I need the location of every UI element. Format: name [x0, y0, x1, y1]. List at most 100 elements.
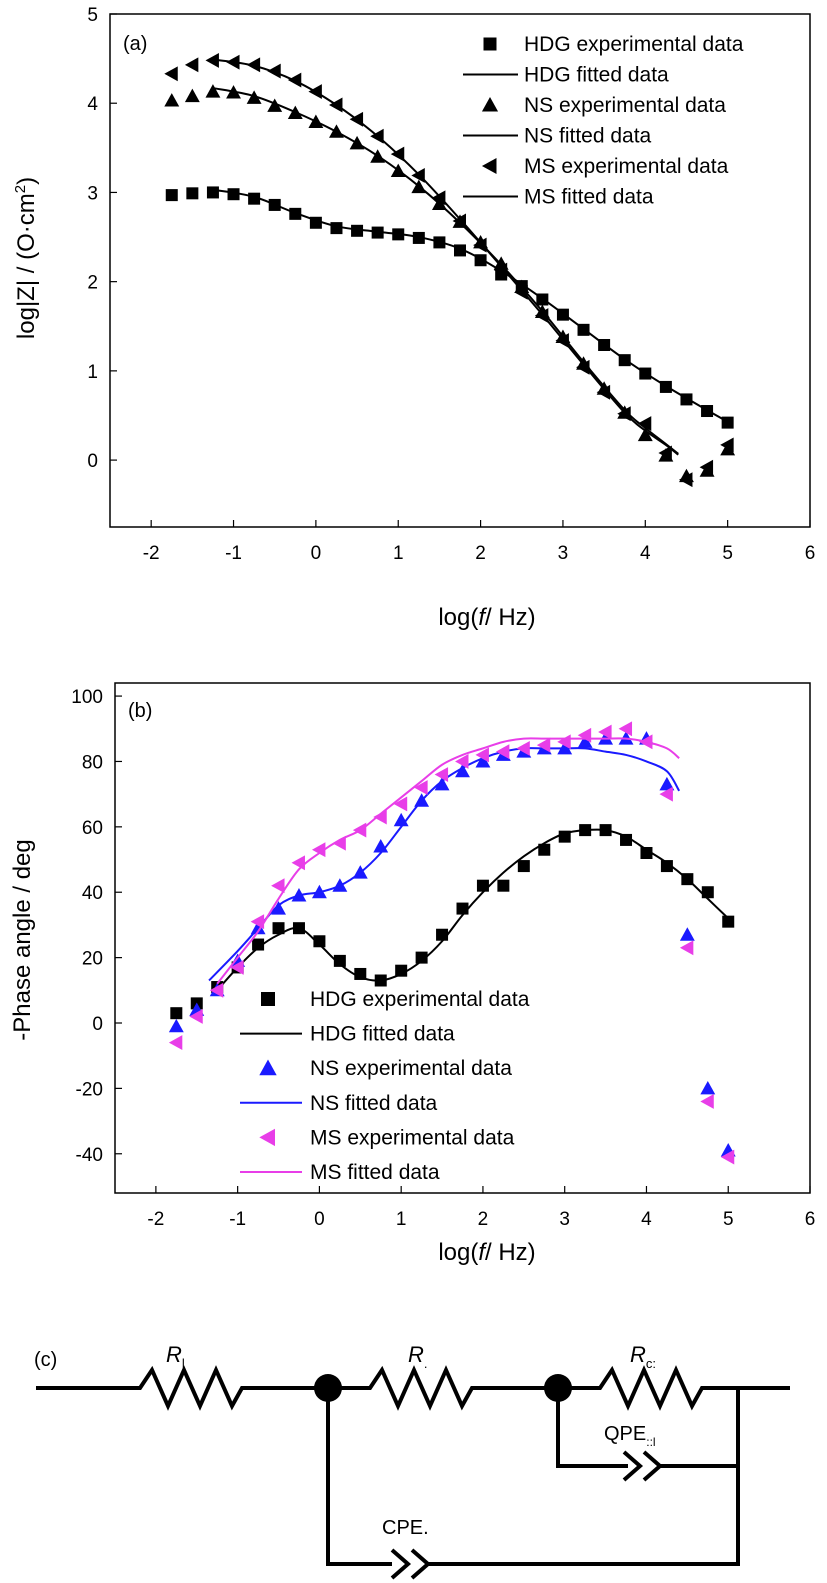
x-tick-label: 5 [722, 543, 733, 564]
series-ms-fitted-data [212, 58, 679, 456]
y-tick-label: 80 [82, 752, 103, 773]
data-point [373, 809, 387, 825]
series-line [212, 58, 679, 456]
data-point [434, 767, 449, 782]
panel-label-a: (a) [123, 33, 147, 55]
legend: HDG experimental data HDG fitted data NS e… [463, 33, 744, 209]
data-point [250, 914, 265, 930]
data-point [659, 776, 675, 791]
data-point [596, 384, 611, 400]
plot-frame [109, 13, 811, 528]
x-tick-label: -2 [147, 1209, 164, 1230]
outer-branch-wire [326, 1388, 740, 1566]
y-tick-label: 0 [87, 451, 98, 472]
series-hdg-fitted-data [212, 188, 729, 423]
series-hdg-experimental-data [165, 186, 734, 429]
data-point [395, 964, 408, 977]
legend-entry: MS fitted data [463, 186, 654, 209]
data-point [660, 860, 673, 873]
data-point [455, 754, 469, 769]
series-line [216, 737, 680, 985]
series-ns-fitted-data [208, 747, 681, 982]
data-point [701, 886, 714, 899]
plot-frame [114, 682, 811, 1194]
main-wire [36, 1365, 790, 1411]
x-tick-label: 0 [311, 543, 322, 564]
series-line [216, 828, 729, 991]
plot-data [168, 721, 736, 1165]
data-point [538, 843, 551, 856]
data-point [699, 459, 714, 475]
x-tick-label: 1 [396, 1209, 407, 1230]
data-point [168, 1018, 184, 1033]
y-axis-label: -Phase angle / deg [9, 839, 36, 1040]
x-axis-label: log(f/ Hz) [438, 1239, 535, 1266]
legend-entry: NS experimental data [259, 1057, 512, 1080]
data-point [495, 744, 510, 760]
data-point [313, 935, 326, 948]
x-tick-label: 5 [723, 1209, 734, 1230]
y-tick-label: 100 [71, 687, 103, 708]
x-tick-label: -2 [143, 543, 160, 564]
legend-label: MS experimental data [524, 155, 729, 178]
legend-label: HDG experimental data [524, 33, 744, 56]
data-point [617, 406, 631, 422]
data-point [474, 254, 487, 267]
qpe-element [622, 1450, 664, 1482]
x-tick-label: 6 [805, 543, 816, 564]
legend-label: MS fitted data [310, 1161, 440, 1184]
legend-marker [261, 992, 275, 1006]
legend-marker [483, 37, 497, 51]
data-point [165, 189, 178, 202]
legend-label: NS fitted data [524, 125, 652, 148]
data-point [618, 721, 633, 737]
resistor-label-3: Rc: [630, 1342, 656, 1371]
axis-ticks: -2 -1 0 1 2 3 4 5 6 -40 -20 0 20 40 60 80 100 [71, 687, 815, 1230]
y-tick-label: 20 [82, 949, 103, 970]
y-tick-label: 0 [92, 1014, 103, 1035]
data-point [720, 437, 734, 453]
legend-label: NS experimental data [310, 1057, 512, 1080]
x-tick-label: 3 [559, 1209, 570, 1230]
y-axis-label: log|Z| / (O·cm2) [12, 177, 40, 339]
impedance-magnitude-chart: (a) -2 -1 0 1 2 3 4 5 6 0 1 2 3 4 5 HDG experimental d… [12, 5, 815, 631]
legend-marker [259, 1128, 275, 1147]
panel-label-b: (b) [128, 700, 152, 722]
legend-entry: HDG experimental data [261, 988, 530, 1011]
y-tick-label: -20 [76, 1079, 103, 1100]
data-point [431, 190, 446, 206]
series-ms-experimental-data [168, 721, 735, 1165]
data-point [227, 188, 240, 201]
series-ms-experimental-data [164, 52, 734, 488]
data-point [455, 763, 470, 778]
data-point [679, 927, 695, 941]
x-axis-label: log(f/ Hz) [438, 604, 535, 631]
x-tick-label: 2 [478, 1209, 489, 1230]
data-point [473, 237, 487, 253]
data-point [230, 959, 244, 975]
equivalent-circuit-diagram: (c) Rl R. Rc: QPE::l CPE. [34, 1342, 790, 1580]
x-tick-label: -1 [225, 543, 242, 564]
data-point [720, 1149, 735, 1165]
resistor-label-2: R. [408, 1342, 428, 1371]
data-point [252, 938, 265, 951]
data-point [414, 780, 428, 796]
data-point [679, 472, 693, 488]
legend-marker [481, 157, 497, 175]
data-point [246, 90, 262, 104]
legend-entry: MS experimental data [259, 1126, 515, 1149]
data-point [700, 1094, 714, 1109]
legend-label: HDG experimental data [310, 988, 530, 1011]
data-point [659, 786, 673, 802]
data-point [205, 84, 221, 98]
data-point [205, 52, 219, 68]
data-point [576, 359, 590, 375]
legend-marker [481, 96, 499, 112]
x-tick-label: 4 [640, 543, 651, 564]
y-tick-label: 60 [82, 818, 103, 839]
data-point [415, 951, 428, 964]
data-point [189, 1009, 203, 1024]
legend-label: MS fitted data [524, 186, 654, 209]
data-point [272, 922, 285, 935]
x-tick-label: 6 [805, 1209, 816, 1230]
